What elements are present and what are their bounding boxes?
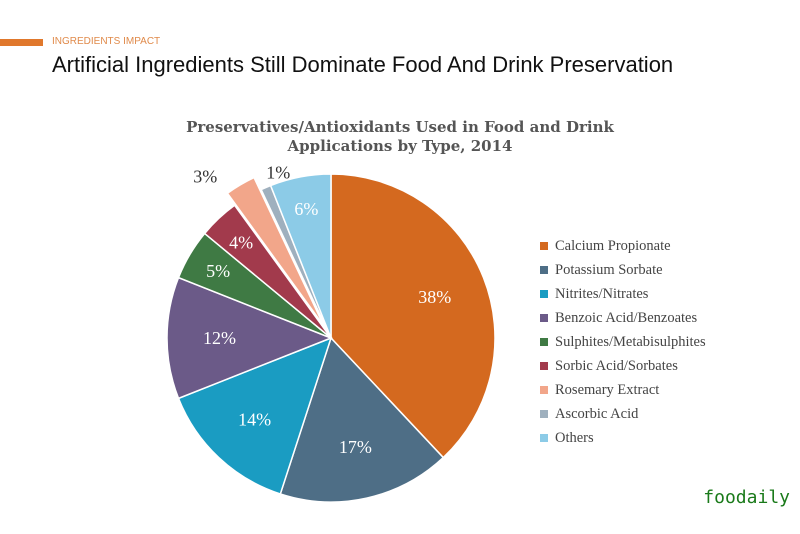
pie-slice-6 [226,176,325,327]
legend-label: Potassium Sorbate [555,261,663,278]
pie-slice-8 [269,173,332,339]
legend-swatch [540,386,548,394]
legend-swatch [540,266,548,274]
legend-label: Rosemary Extract [555,381,660,398]
accent-bar [0,39,43,46]
headline: Artificial Ingredients Still Dominate Fo… [52,52,674,77]
legend-swatch [540,362,548,370]
data-label-5: 4% [229,232,253,252]
pie-slice-3 [166,276,334,400]
legend-label: Nitrites/Nitrates [555,285,649,302]
pie-slice-1 [279,336,445,503]
legend-swatch [540,434,548,442]
legend-label: Sorbic Acid/Sorbates [555,357,678,374]
legend-label: Others [555,429,594,446]
legend-item: Sorbic Acid/Sorbates [540,354,706,378]
legend-label: Ascorbic Acid [555,405,639,422]
legend-item: Others [540,426,706,450]
legend-item: Rosemary Extract [540,378,706,402]
legend-swatch [540,290,548,298]
legend-swatch [540,410,548,418]
data-label-1: 17% [339,437,372,457]
chart-title-line-2: Applications by Type, 2014 [287,137,513,155]
legend: Calcium Propionate Potassium Sorbate Nitri… [540,234,706,450]
chart-title: Preservatives/Antioxidants Used in Food … [130,118,670,156]
data-label-6: 3% [193,167,217,187]
legend-item: Benzoic Acid/Benzoates [540,306,706,330]
data-label-7: 1% [266,163,290,183]
data-label-2: 14% [238,409,271,429]
pie-slice-5 [203,204,332,339]
kicker: INGREDIENTS IMPACT [52,36,161,47]
data-label-0: 38% [418,287,451,307]
legend-item: Nitrites/Nitrates [540,282,706,306]
legend-label: Benzoic Acid/Benzoates [555,309,698,326]
data-label-3: 12% [203,328,236,348]
legend-swatch [540,242,548,250]
legend-item: Sulphites/Metabisulphites [540,330,706,354]
legend-item: Potassium Sorbate [540,258,706,282]
legend-item: Ascorbic Acid [540,402,706,426]
foodaily-watermark: foodaily [703,487,790,508]
data-label-4: 5% [206,261,230,281]
legend-item: Calcium Propionate [540,234,706,258]
pie-slice-2 [177,336,333,495]
legend-label: Calcium Propionate [555,237,671,254]
data-label-8: 6% [294,199,318,219]
legend-label: Sulphites/Metabisulphites [555,333,706,350]
chart-title-line-1: Preservatives/Antioxidants Used in Food … [186,118,614,136]
legend-swatch [540,338,548,346]
pie-slice-0 [330,173,496,459]
legend-swatch [540,314,548,322]
